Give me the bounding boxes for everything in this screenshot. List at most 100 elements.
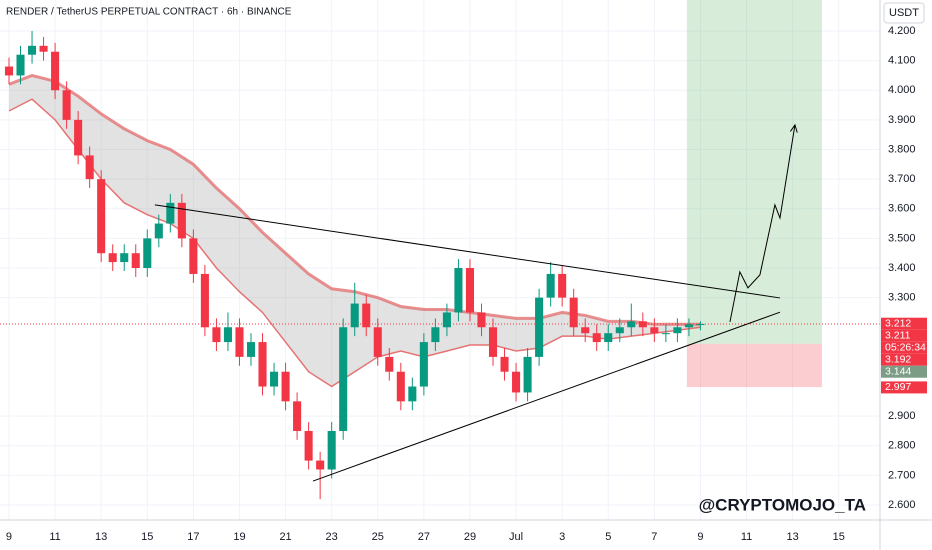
candle-body (454, 268, 463, 313)
candle-body (477, 312, 486, 328)
candle-body (535, 297, 544, 357)
candle-body (189, 238, 198, 274)
x-tick-label: 5 (605, 531, 611, 543)
candle-body (235, 327, 244, 357)
candle-body (16, 54, 25, 76)
candle-body (293, 401, 302, 431)
currency-box (883, 2, 925, 24)
candle-body (604, 333, 613, 343)
x-tick-label: 15 (141, 531, 153, 543)
candle-body (74, 119, 83, 156)
price-tag (881, 353, 927, 366)
candle-body (523, 356, 532, 393)
candle-body (339, 327, 348, 431)
candle-body (39, 45, 48, 52)
price-tag (881, 381, 927, 394)
y-tick-label: 4.200 (888, 25, 916, 37)
x-tick-label: 9 (697, 531, 703, 543)
y-tick-label: 4.000 (888, 84, 916, 96)
candle-body (673, 327, 682, 334)
price-tag-label: 3.144 (885, 365, 911, 377)
candle-body (51, 51, 60, 91)
candle-body (419, 342, 428, 387)
y-tick-label: 2.800 (888, 440, 916, 452)
candle-body (223, 327, 232, 343)
x-tick-label: 7 (651, 531, 657, 543)
candle-body (281, 371, 290, 402)
candle-body (108, 253, 117, 263)
price-tag (881, 317, 927, 330)
candle-body (85, 155, 94, 180)
candle-body (615, 327, 624, 334)
candle-body (120, 253, 129, 263)
watermark: @CRYPTOMOJO_TA (699, 495, 866, 514)
price-tag-label: 3.211 (885, 329, 911, 341)
price-tag (881, 329, 927, 342)
countdown-label: 05:26:34 (885, 341, 926, 353)
candle-body (97, 179, 106, 254)
candle-body (4, 66, 14, 76)
candle-body (350, 303, 359, 328)
candle-body (627, 321, 636, 328)
y-tick-label: 3.700 (888, 173, 916, 185)
candle-body (304, 430, 313, 461)
candle-body (28, 45, 37, 55)
x-tick-label: 13 (787, 531, 799, 543)
candle-body (661, 333, 670, 335)
candle-body (385, 356, 394, 372)
candle-body (465, 268, 474, 313)
candle-body (650, 327, 659, 334)
candle-body (212, 327, 221, 343)
chart-title: RENDER / TetherUS PERPETUAL CONTRACT · 6… (6, 7, 292, 18)
y-tick-label: 3.400 (888, 262, 916, 274)
x-tick-label: 17 (187, 531, 199, 543)
countdown-tag (881, 341, 927, 354)
x-tick-label: 3 (559, 531, 565, 543)
candle-body (62, 90, 71, 120)
candle-body (408, 386, 417, 402)
candle-body (500, 356, 509, 372)
candle-body (546, 273, 555, 298)
y-tick-label: 3.900 (888, 114, 916, 126)
y-tick-label: 4.100 (888, 55, 916, 67)
y-tick-label: 3.800 (888, 143, 916, 155)
candle-body (270, 371, 279, 387)
arrow-head (789, 123, 798, 133)
candle-body (512, 371, 521, 393)
candle-body (316, 460, 325, 470)
x-tick-label: 11 (49, 531, 60, 543)
candle-body (131, 253, 140, 269)
target-zone (686, 0, 822, 344)
candle-body (638, 321, 647, 328)
candle-body (396, 371, 405, 402)
candle-body (154, 223, 163, 239)
price-tag (881, 365, 927, 378)
candle-body (373, 327, 382, 357)
x-tick-label: Jul (509, 531, 523, 543)
price-tag-label: 3.212 (885, 317, 911, 329)
candle-body (684, 324, 693, 328)
target-zone (686, 343, 822, 388)
candle-body (362, 303, 371, 328)
x-tick-label: 11 (741, 531, 752, 543)
currency: USDT (889, 7, 919, 19)
candle-body (696, 324, 705, 326)
projection-path (729, 124, 796, 323)
y-tick-label: 3.600 (888, 203, 916, 215)
candle-body (569, 297, 578, 328)
x-tick-label: 19 (233, 531, 245, 543)
candle-body (488, 327, 498, 357)
y-tick-label: 3.500 (888, 232, 916, 244)
x-tick-label: 15 (833, 531, 845, 543)
candle-body (431, 327, 440, 343)
x-tick-label: 25 (372, 531, 384, 543)
y-tick-label: 2.600 (888, 499, 916, 511)
candle-body (592, 333, 601, 343)
candle-body (166, 202, 175, 224)
x-tick-label: 29 (464, 531, 476, 543)
plot-area (0, 0, 880, 500)
candle-body (442, 312, 451, 328)
candle-body (558, 273, 567, 298)
x-tick-label: 21 (279, 531, 291, 543)
